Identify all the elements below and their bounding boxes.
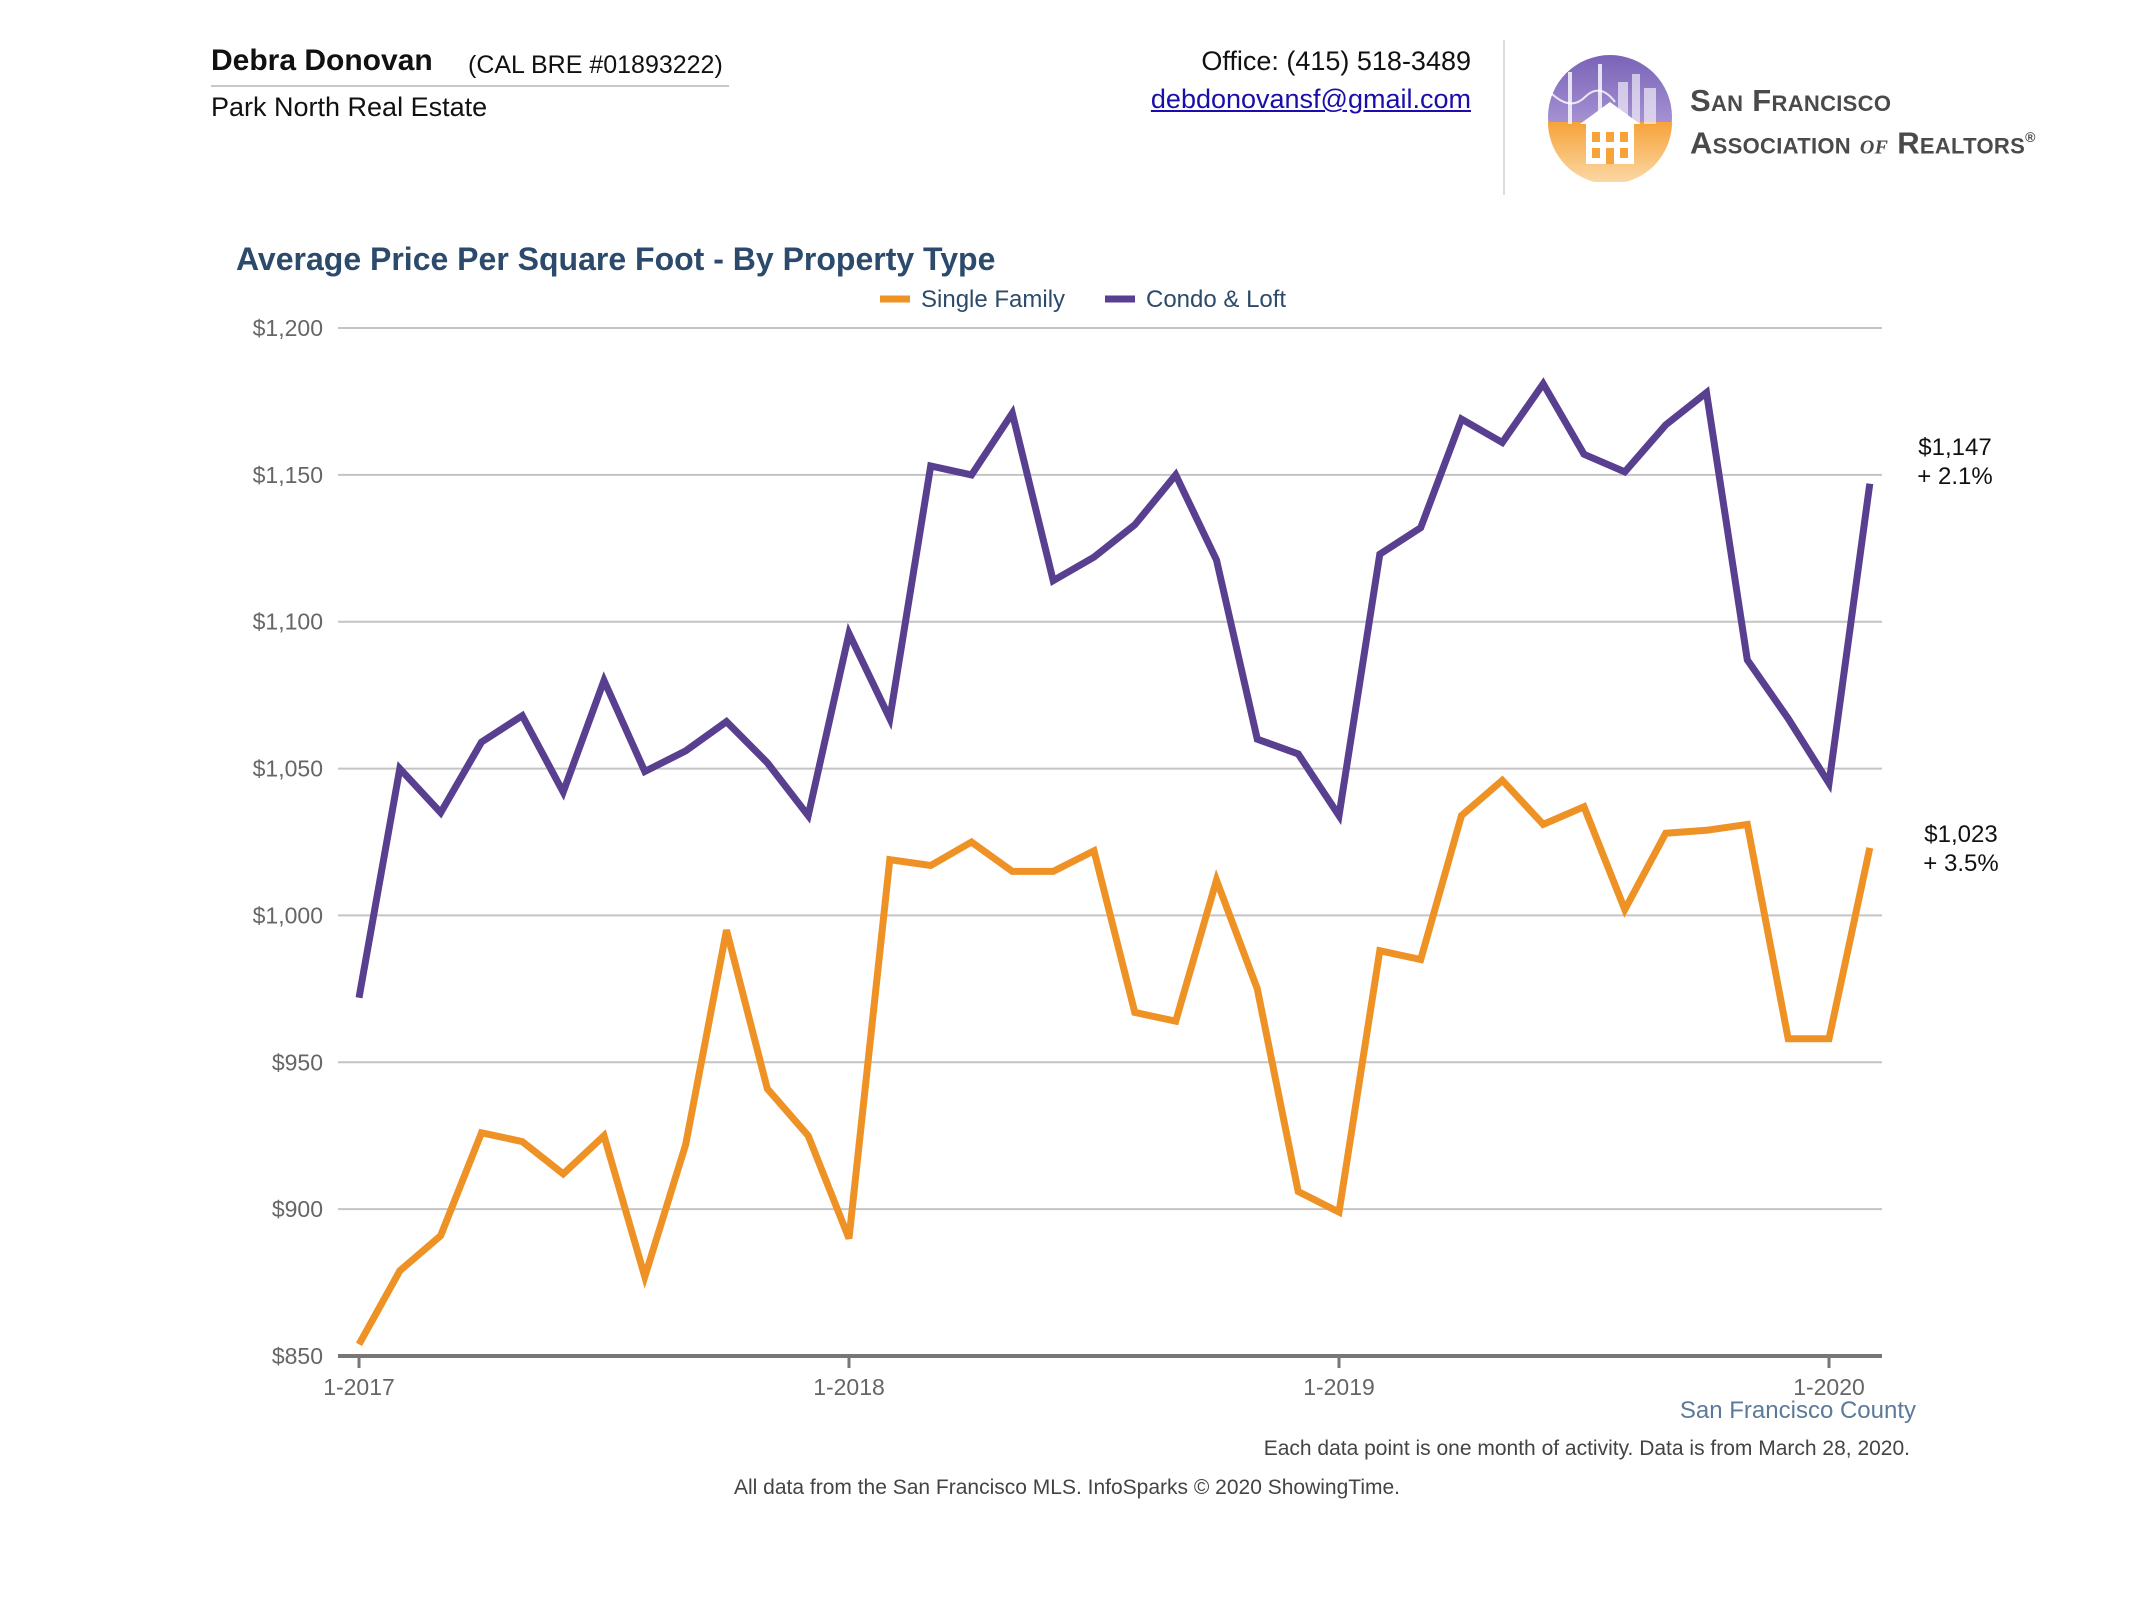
- y-tick-label: $1,200: [253, 315, 323, 341]
- series-line-condo-loft: [355, 377, 1874, 999]
- x-tick-label: 1-2017: [323, 1374, 395, 1400]
- single-family-end-change: + 3.5%: [1923, 850, 1998, 877]
- association-word-association: Association: [1690, 125, 1851, 161]
- association-word-realtors: Realtors: [1897, 125, 2026, 161]
- legend-label-single-family: Single Family: [921, 286, 1065, 313]
- association-name: San Francisco Association of Realtors®: [1690, 82, 2036, 163]
- x-tick-label: 1-2020: [1793, 1374, 1865, 1400]
- region-label: San Francisco County: [1680, 1397, 1916, 1424]
- x-tick-label: 1-2018: [813, 1374, 885, 1400]
- gridlines: [338, 327, 1882, 1358]
- association-line-1: San Francisco: [1690, 83, 1892, 118]
- y-tick-label: $850: [272, 1343, 323, 1369]
- y-axis-ticks: $850 $900 $950 $1,000 $1,050 $1,100 $1,150 $1,2…: [253, 315, 323, 1369]
- y-tick-label: $1,050: [253, 756, 323, 782]
- y-tick-label: $1,000: [253, 902, 323, 928]
- condo-loft-end-value: $1,147: [1918, 434, 1991, 461]
- chart-title: Average Price Per Square Foot - By Prope…: [236, 241, 995, 277]
- legend-label-condo-loft: Condo & Loft: [1146, 286, 1286, 313]
- single-family-end-value: $1,023: [1924, 821, 1997, 848]
- association-logo-icon: [1548, 55, 1672, 182]
- y-tick-label: $950: [272, 1049, 323, 1075]
- y-tick-label: $1,150: [253, 462, 323, 488]
- email-link[interactable]: debdonovansf@gmail.com: [1150, 84, 1471, 114]
- series-lines: [355, 377, 1874, 1346]
- association-line-2: Association of Realtors®: [1690, 119, 2036, 163]
- y-tick-label: $1,100: [253, 609, 323, 635]
- association-word-of: of: [1859, 128, 1889, 161]
- series-line-single-family: [355, 775, 1874, 1346]
- company-name: Park North Real Estate: [211, 92, 488, 122]
- condo-loft-end-change: + 2.1%: [1917, 463, 1992, 490]
- office-phone: Office: (415) 518-3489: [1201, 46, 1471, 76]
- data-note: Each data point is one month of activity…: [1264, 1437, 1910, 1460]
- agent-license: (CAL BRE #01893222): [468, 51, 723, 79]
- agent-name: Debra Donovan: [211, 44, 433, 77]
- legend: Single Family Condo & Loft: [880, 286, 1286, 313]
- agent-underline: [211, 85, 729, 87]
- registered-mark: ®: [2025, 129, 2036, 145]
- x-tick-label: 1-2019: [1303, 1374, 1375, 1400]
- end-labels: $1,147 + 2.1% $1,023 + 3.5%: [1917, 434, 1998, 877]
- x-axis-ticks: 1-2017 1-2018 1-2019 1-2020: [323, 1356, 1865, 1400]
- source-note: All data from the San Francisco MLS. Inf…: [734, 1476, 1400, 1499]
- y-tick-label: $900: [272, 1196, 323, 1222]
- header-divider: [1503, 40, 1505, 195]
